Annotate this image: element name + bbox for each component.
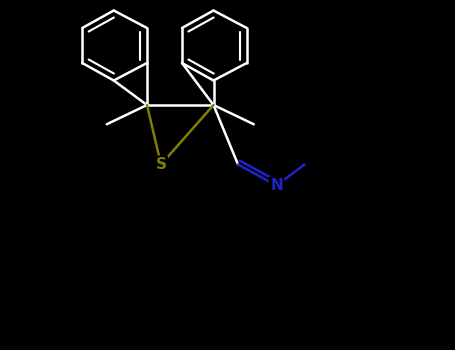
Text: N: N: [270, 178, 283, 193]
Text: S: S: [156, 157, 167, 172]
